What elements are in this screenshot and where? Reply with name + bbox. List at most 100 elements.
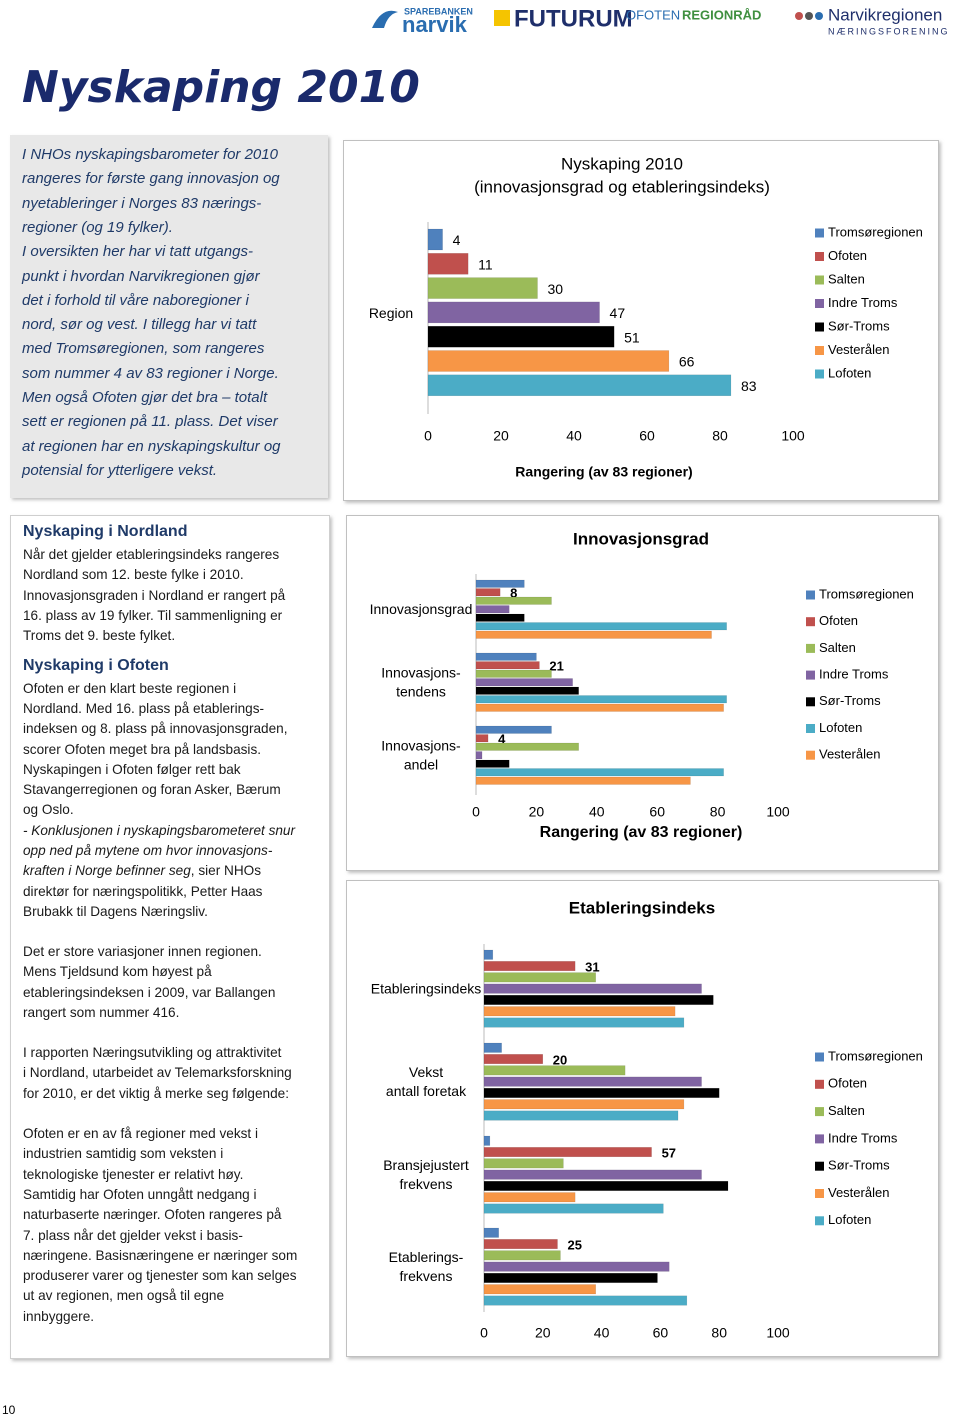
bar: [483, 1239, 558, 1250]
bar: [427, 350, 670, 372]
bar: [483, 1284, 596, 1295]
bar: [483, 1099, 685, 1110]
section-heading: Nyskaping i Ofoten: [23, 657, 169, 674]
text-line: sett er regionen på 11. plass. Det viser: [22, 413, 278, 431]
bar: [475, 686, 579, 695]
quote-line: - Konklusjonen i nyskapingsbarometeret s…: [23, 823, 296, 838]
x-tick-label: 20: [529, 804, 545, 820]
logo-icon: [805, 12, 813, 20]
legend-swatch: [806, 643, 815, 653]
x-axis-label: Rangering (av 83 regioner): [540, 824, 743, 841]
text-line: Ofoten er en av få regioner med vekst i: [23, 1126, 258, 1141]
text-line: 16. plass av 19 fylker. Til sammenlignin…: [23, 607, 283, 623]
legend-label: Tromsøregionen: [828, 224, 923, 239]
text-line: potensial for ytterligere vekst.: [22, 461, 218, 479]
text-line: nord, sør og vest. I tillegg har vi tatt: [22, 316, 257, 334]
x-tick-label: 80: [711, 1325, 727, 1341]
chart-title: Nyskaping 2010: [561, 154, 683, 173]
bar: [475, 742, 579, 751]
text-line: industrien samtidig som veksten i: [23, 1146, 224, 1162]
logo-icon: [494, 10, 510, 26]
legend-label: Indre Troms: [828, 1130, 898, 1145]
bar: [475, 759, 510, 768]
bar: [475, 669, 552, 678]
text-line: at regionen har en nyskapingskultur og: [22, 437, 281, 455]
x-tick-label: 100: [766, 804, 790, 820]
logo-text: FUTURUM: [514, 5, 633, 32]
logo-icon: [795, 12, 803, 20]
text-line: I rapporten Næringsutvikling og attrakti…: [23, 1045, 282, 1060]
text-line: Nordland. Med 16. plass på etablerings-: [23, 701, 265, 717]
text-line: indeksen og 8. plass på innovasjonsgrade…: [23, 721, 288, 737]
bar: [483, 1203, 664, 1214]
bar: [427, 277, 538, 299]
text-line: Troms det 9. beste fylket.: [23, 628, 176, 644]
bar: [475, 751, 483, 760]
quote-line: kraften i Norge befinner seg, sier NHOs: [23, 863, 262, 879]
legend-swatch: [806, 617, 815, 627]
legend-swatch: [815, 1052, 824, 1062]
intro-box: [10, 135, 328, 498]
legend-swatch: [815, 1189, 824, 1198]
text-line: Innovasjonsgraden i Nordland er rangert …: [23, 587, 286, 603]
text-line: for 2010, er det viktig å merke seg følg…: [23, 1085, 289, 1101]
x-tick-label: 40: [589, 804, 605, 820]
text-line: innbyggere.: [23, 1308, 95, 1324]
page-title: Nyskaping 2010: [22, 62, 420, 113]
data-label: 31: [585, 959, 599, 974]
bar: [483, 1169, 702, 1180]
data-label: 51: [624, 329, 640, 345]
bar: [475, 596, 552, 605]
bar: [483, 983, 702, 994]
section-heading: Nyskaping i Nordland: [23, 523, 188, 540]
data-label: 25: [568, 1237, 582, 1252]
text-line: med Tromsøregionen, som rangeres: [22, 340, 265, 358]
bar: [475, 579, 525, 588]
bar: [475, 678, 573, 687]
legend-swatch: [815, 299, 824, 308]
text-line: rangeres for første gang innovasjon og: [22, 170, 280, 188]
text-line: Ofoten er den klart beste regionen i: [23, 681, 237, 696]
bar: [483, 1227, 499, 1238]
legend-label: Salten: [819, 640, 856, 655]
bar: [475, 768, 724, 777]
text-line: produserer varer og tjenester som kan se…: [23, 1268, 297, 1284]
bar: [483, 1065, 626, 1076]
data-label: 20: [553, 1052, 567, 1067]
legend-swatch: [815, 346, 824, 355]
chart-box: [346, 515, 939, 871]
legend-swatch: [806, 724, 815, 733]
data-label: 4: [498, 732, 506, 747]
category-label: Bransjejustert frekvens: [383, 1157, 469, 1192]
text-line: det i forhold til våre naboregioner i: [22, 291, 249, 309]
chart-title: Innovasjonsgrad: [573, 529, 709, 548]
bar: [483, 1087, 720, 1098]
legend-label: Salten: [828, 271, 865, 286]
x-tick-label: 60: [649, 804, 665, 820]
x-tick-label: 100: [781, 428, 805, 444]
legend-label: Vesterålen: [828, 342, 889, 357]
text-line: etableringsindeksen i 2009, var Ballange…: [23, 984, 276, 1000]
legend-label: Lofoten: [828, 365, 871, 380]
legend-swatch: [806, 750, 815, 760]
data-label: 11: [478, 257, 493, 273]
bar: [483, 972, 596, 983]
x-tick-label: 100: [766, 1325, 790, 1341]
text-line: regioner (og 19 fylker).: [22, 218, 173, 236]
data-label: 8: [510, 586, 517, 601]
attribution: Brubakk til Dagens Næringsliv.: [23, 903, 208, 919]
bar: [475, 703, 724, 712]
bar: [475, 776, 691, 785]
attribution: , sier NHOs: [190, 863, 262, 879]
text-line: Nordland som 12. beste fylke i 2010.: [23, 567, 244, 583]
logo-icon: [815, 12, 823, 20]
bar: [483, 1006, 676, 1017]
legend-label: Lofoten: [819, 720, 862, 735]
bar: [483, 1272, 658, 1283]
text-line: I NHOs nyskapingsbarometer for 2010: [22, 146, 278, 163]
logo-text: OFOTEN: [626, 7, 680, 22]
x-tick-label: 40: [566, 428, 582, 444]
bar: [475, 652, 537, 661]
page-number: 10: [2, 1403, 16, 1417]
